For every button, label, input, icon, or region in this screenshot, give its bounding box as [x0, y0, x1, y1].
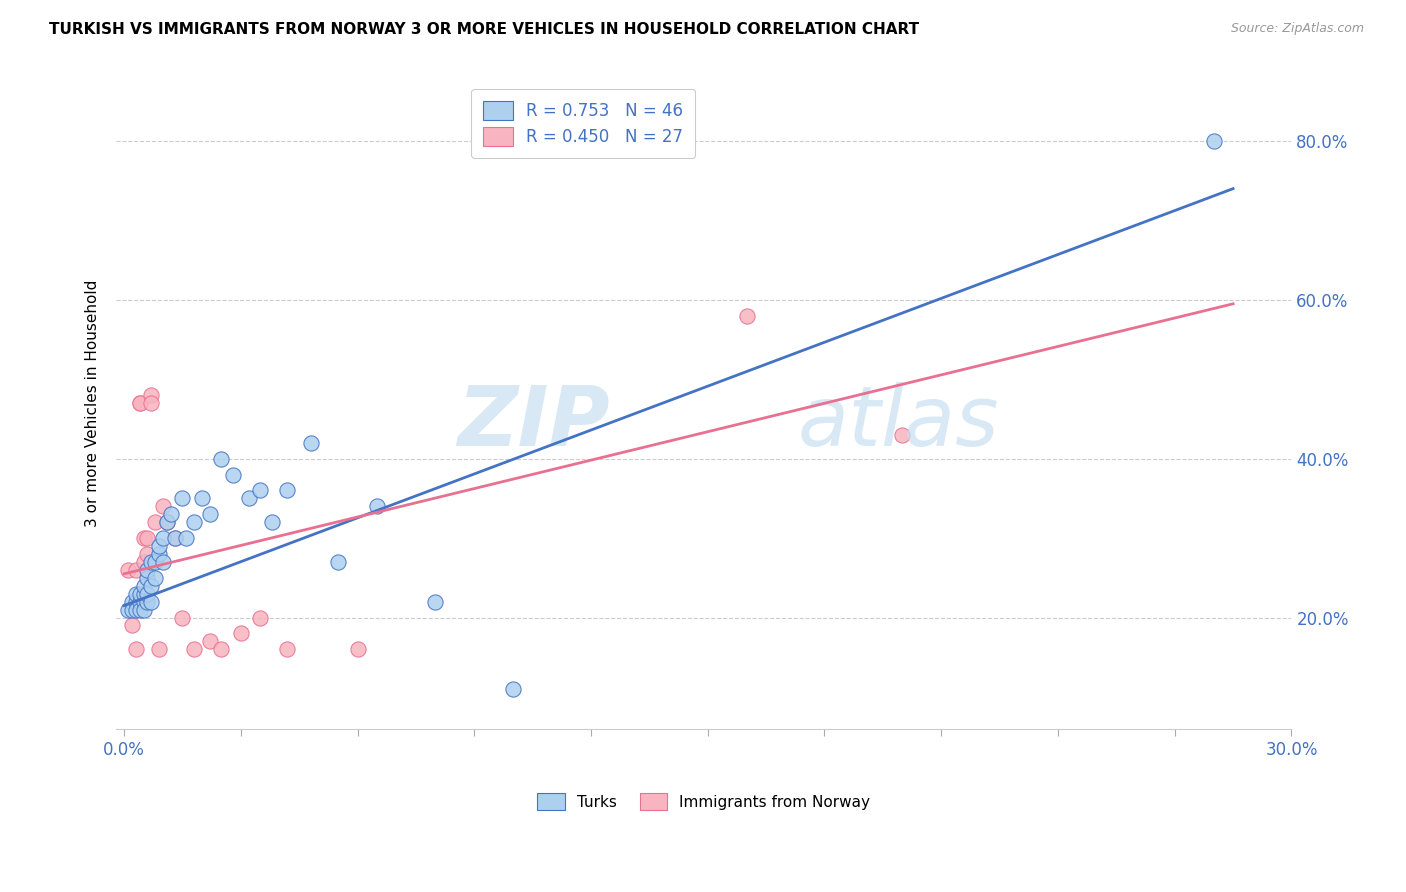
Point: [136, 594, 159, 608]
Point: [136, 547, 159, 561]
Point: [128, 587, 150, 601]
Point: [152, 531, 174, 545]
Point: [238, 491, 260, 506]
Point: [198, 508, 221, 522]
Point: [125, 587, 148, 601]
Point: [191, 491, 214, 506]
Point: [159, 508, 181, 522]
Point: [132, 594, 155, 608]
Point: [136, 563, 159, 577]
Point: [502, 681, 524, 696]
Point: [128, 594, 150, 608]
Point: [141, 579, 163, 593]
Point: [735, 309, 758, 323]
Point: [222, 467, 245, 482]
Point: [141, 396, 163, 410]
Point: [148, 642, 170, 657]
Point: [276, 483, 298, 498]
Point: [891, 428, 914, 442]
Point: [229, 626, 252, 640]
Text: Source: ZipAtlas.com: Source: ZipAtlas.com: [1230, 22, 1364, 36]
Legend: Turks, Immigrants from Norway: Turks, Immigrants from Norway: [527, 782, 882, 821]
Text: atlas: atlas: [797, 382, 1000, 463]
Text: TURKISH VS IMMIGRANTS FROM NORWAY 3 OR MORE VEHICLES IN HOUSEHOLD CORRELATION CH: TURKISH VS IMMIGRANTS FROM NORWAY 3 OR M…: [49, 22, 920, 37]
Point: [132, 579, 155, 593]
Point: [172, 491, 194, 506]
Point: [117, 563, 139, 577]
Point: [117, 602, 139, 616]
Point: [172, 610, 194, 624]
Point: [125, 642, 148, 657]
Point: [366, 500, 388, 514]
Text: ZIP: ZIP: [457, 382, 610, 463]
Point: [152, 555, 174, 569]
Y-axis label: 3 or more Vehicles in Household: 3 or more Vehicles in Household: [86, 279, 100, 527]
Point: [152, 500, 174, 514]
Point: [148, 547, 170, 561]
Point: [128, 396, 150, 410]
Point: [125, 602, 148, 616]
Point: [132, 587, 155, 601]
Point: [125, 563, 148, 577]
Point: [121, 618, 143, 632]
Point: [136, 531, 159, 545]
Point: [136, 571, 159, 585]
Point: [136, 587, 159, 601]
Point: [128, 396, 150, 410]
Point: [163, 531, 186, 545]
Point: [141, 555, 163, 569]
Point: [183, 515, 205, 529]
Point: [209, 451, 232, 466]
Point: [148, 539, 170, 553]
Point: [125, 594, 148, 608]
Point: [198, 634, 221, 648]
Point: [176, 531, 198, 545]
Point: [163, 531, 186, 545]
Point: [299, 435, 322, 450]
Point: [260, 515, 283, 529]
Point: [156, 515, 179, 529]
Point: [425, 594, 447, 608]
Point: [346, 642, 368, 657]
Point: [132, 531, 155, 545]
Point: [143, 571, 166, 585]
Point: [121, 602, 143, 616]
Point: [143, 555, 166, 569]
Point: [249, 483, 271, 498]
Point: [121, 594, 143, 608]
Point: [128, 602, 150, 616]
Point: [276, 642, 298, 657]
Point: [141, 388, 163, 402]
Point: [249, 610, 271, 624]
Point: [183, 642, 205, 657]
Point: [209, 642, 232, 657]
Point: [156, 515, 179, 529]
Point: [132, 602, 155, 616]
Point: [141, 594, 163, 608]
Point: [1202, 134, 1225, 148]
Point: [143, 515, 166, 529]
Point: [326, 555, 349, 569]
Point: [132, 555, 155, 569]
